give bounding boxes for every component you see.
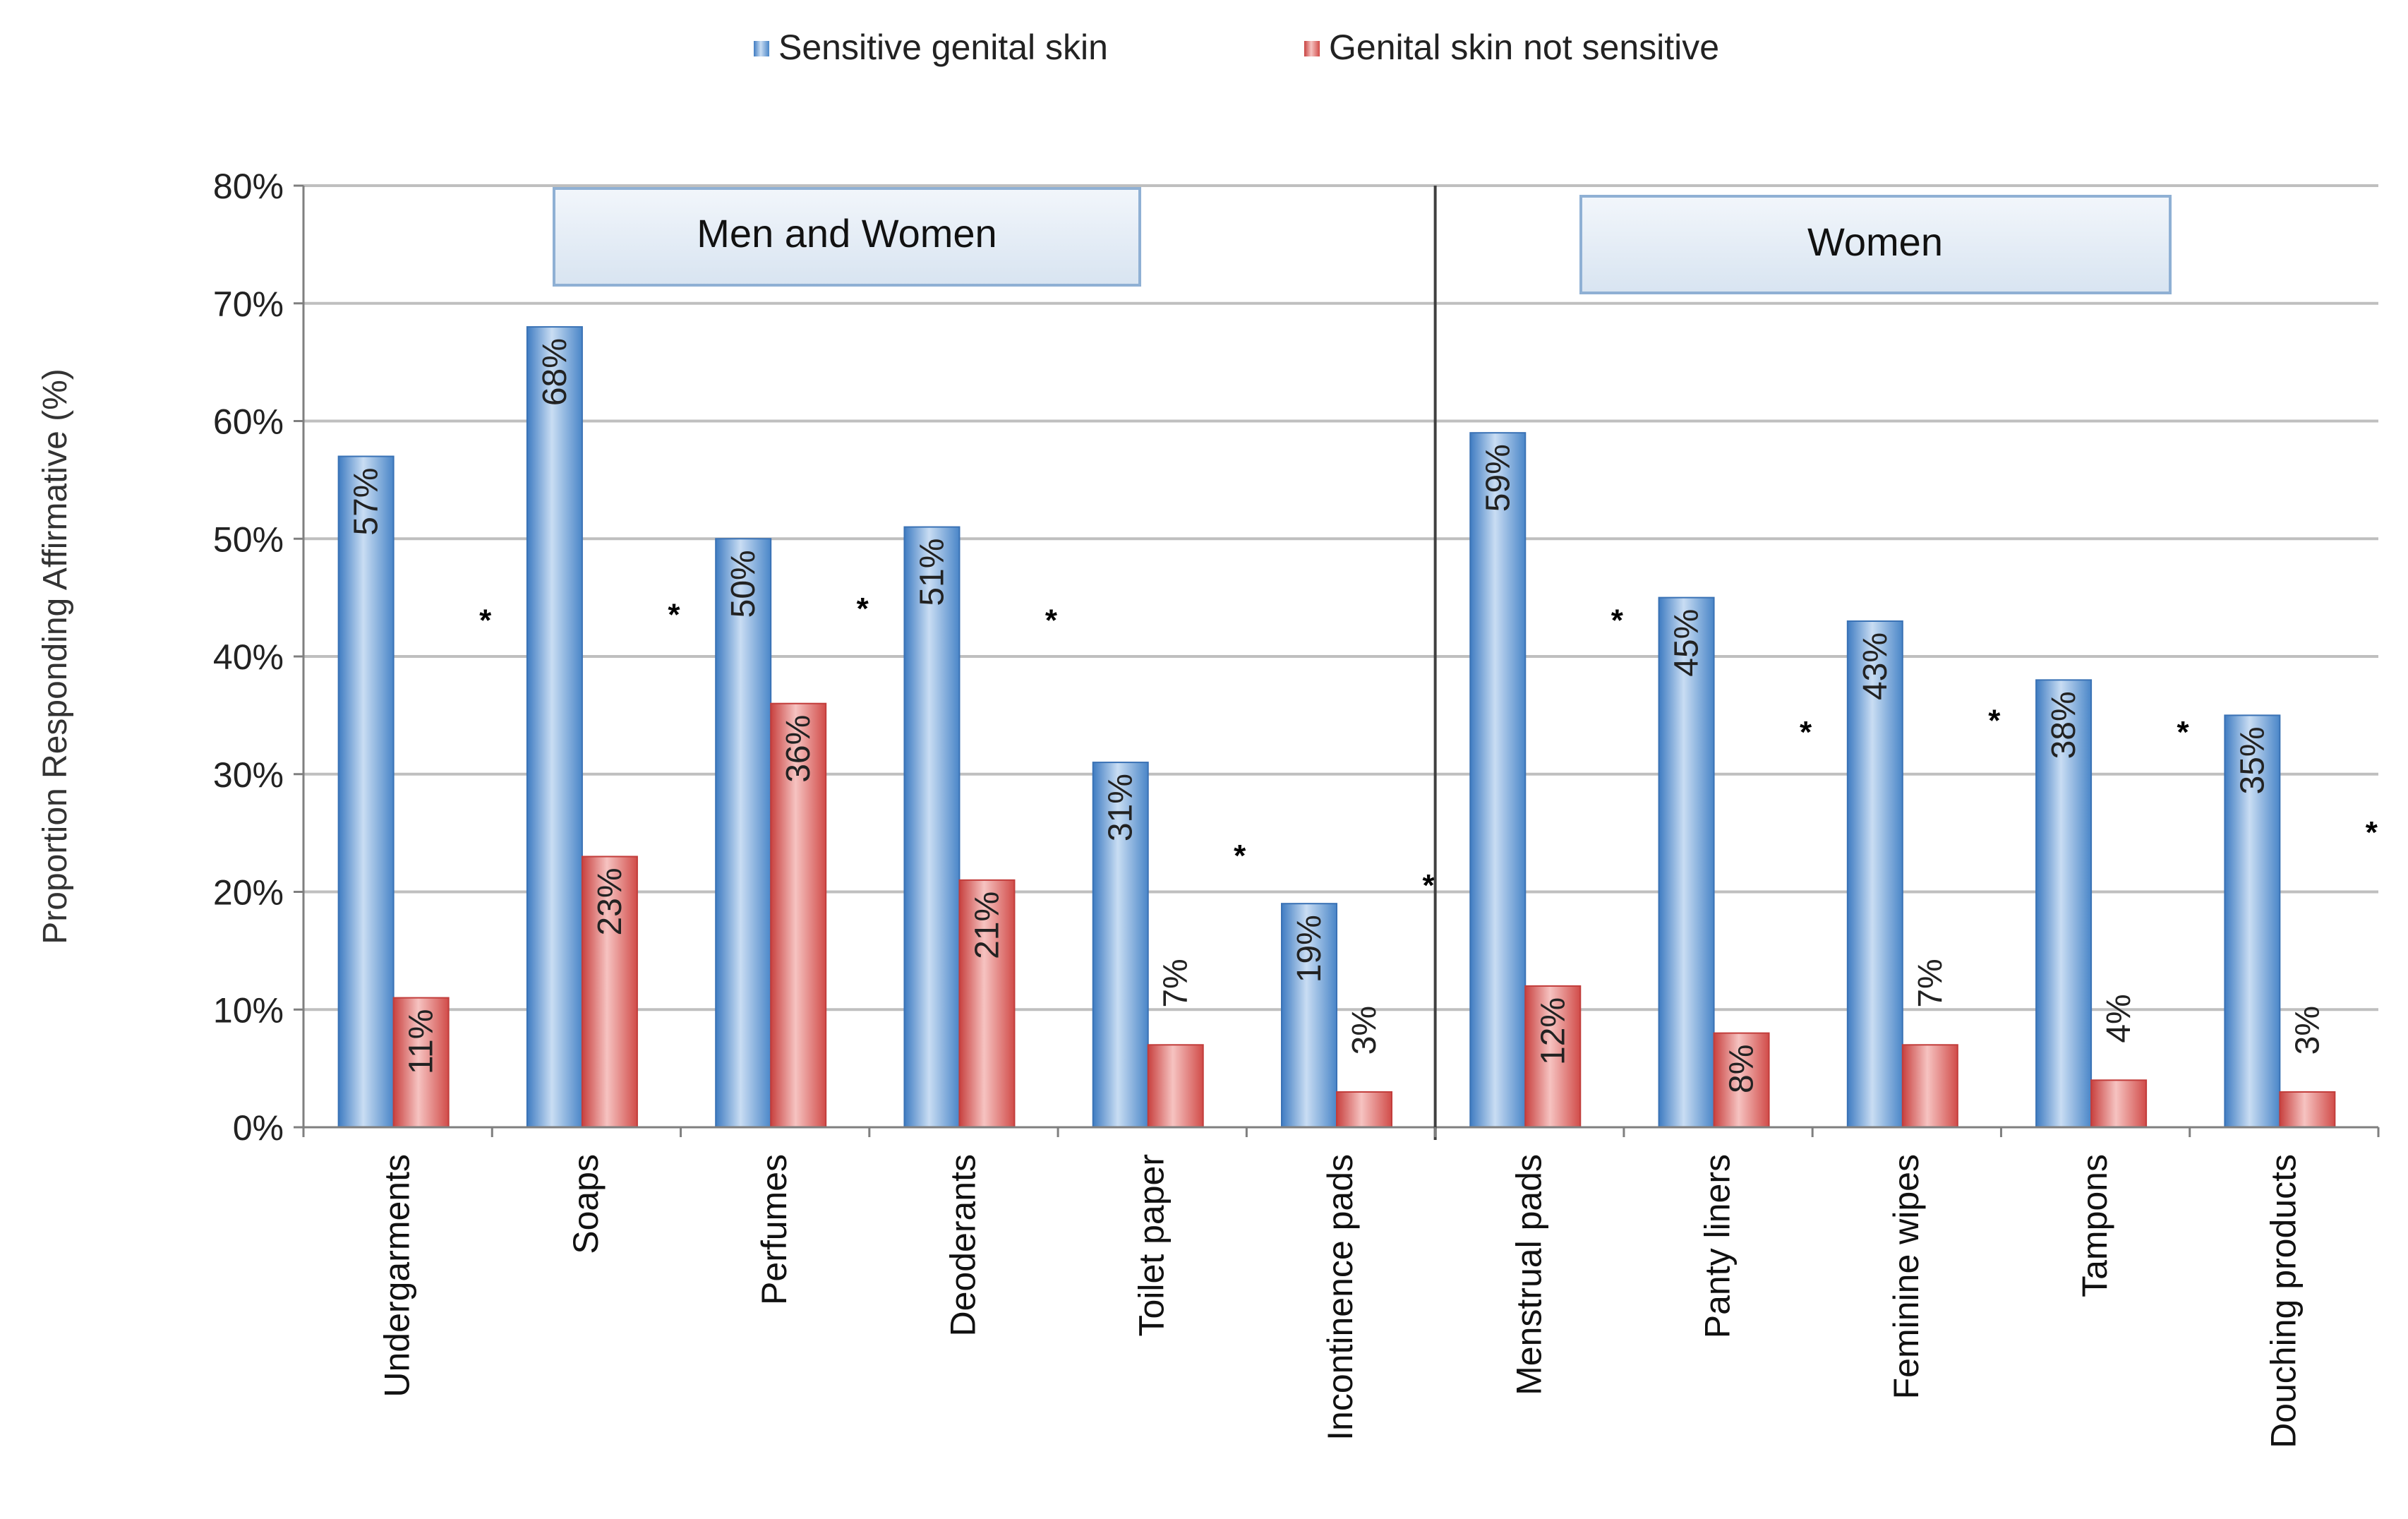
- bar-not-sensitive: [958, 879, 1016, 1128]
- value-label: 19%: [1291, 915, 1328, 983]
- significance-marker: *: [1800, 715, 1812, 750]
- bar-not-sensitive: [1901, 1044, 1958, 1129]
- bar-sensitive: [526, 326, 583, 1129]
- value-label: 7%: [1157, 959, 1195, 1007]
- bar-not-sensitive: [770, 702, 827, 1128]
- group-boxes: Men and Women Women: [553, 187, 2172, 294]
- legend-item-not-sensitive: Genital skin not sensitive: [1304, 28, 1719, 67]
- value-label: 50%: [725, 550, 762, 618]
- bar-not-sensitive: [2279, 1091, 2336, 1128]
- significance-marker: *: [2177, 715, 2190, 750]
- value-label: 21%: [968, 891, 1006, 959]
- y-tick-label: 40%: [213, 637, 284, 677]
- legend: Sensitive genital skin Genital skin not …: [754, 28, 1719, 67]
- bar-sensitive: [337, 455, 395, 1128]
- bar-sensitive: [715, 538, 772, 1128]
- x-axis-labels: Undergarments Soaps Perfumes Deoderants Toil…: [378, 1154, 2304, 1448]
- bar-not-sensitive: [392, 997, 450, 1128]
- x-tick-label: Deoderants: [943, 1154, 982, 1337]
- y-tick-label: 60%: [213, 402, 284, 442]
- significance-marker: *: [857, 592, 869, 626]
- x-tick-label: Feminine wipes: [1886, 1154, 1926, 1399]
- value-label: 12%: [1534, 997, 1572, 1065]
- bar-sensitive: [2035, 679, 2093, 1128]
- group-label-women: Women: [1807, 220, 1943, 264]
- significance-marker: *: [1611, 604, 1624, 638]
- bar-not-sensitive: [1524, 985, 1582, 1129]
- significance-marker: *: [1045, 604, 1058, 638]
- value-label: 43%: [1857, 632, 1894, 700]
- bar-not-sensitive: [2090, 1079, 2148, 1129]
- gridlines: [303, 184, 2378, 1011]
- y-axis-label: Proportion Responding Affirmative (%): [37, 368, 74, 944]
- value-label: 31%: [1102, 774, 1140, 841]
- value-label: 59%: [1479, 444, 1517, 512]
- bar-not-sensitive: [1336, 1091, 1392, 1128]
- significance-marker: *: [2366, 815, 2378, 850]
- significance-marker: *: [479, 604, 492, 638]
- value-label: 11%: [403, 1009, 440, 1075]
- value-label: 8%: [1723, 1045, 1761, 1093]
- value-label: 51%: [913, 539, 951, 606]
- bar-sensitive: [1846, 620, 1903, 1128]
- significance-marker: *: [1234, 839, 1246, 873]
- y-tick-label: 0%: [233, 1108, 284, 1148]
- bar-sensitive: [2224, 714, 2281, 1128]
- group-label-men-and-women: Men and Women: [697, 211, 997, 256]
- significance-marker: *: [1422, 868, 1435, 903]
- legend-label-not-sensitive: Genital skin not sensitive: [1329, 28, 1719, 67]
- value-label: 36%: [780, 715, 817, 783]
- bar-sensitive: [1469, 432, 1527, 1128]
- y-tick-label: 80%: [213, 167, 284, 206]
- significance-markers: * * * * * * * * * * *: [479, 592, 2378, 903]
- legend-swatch-sensitive: [754, 41, 769, 56]
- x-tick-label: Incontinence pads: [1320, 1154, 1360, 1441]
- bar-sensitive: [903, 526, 961, 1128]
- legend-item-sensitive: Sensitive genital skin: [754, 28, 1108, 67]
- y-tick-label: 50%: [213, 520, 284, 559]
- value-label: 3%: [1346, 1006, 1383, 1055]
- value-label: 35%: [2234, 726, 2271, 794]
- group-box-men-and-women: Men and Women: [553, 187, 1141, 287]
- value-labels: 57% 11% 68% 23% 50% 36% 51% 21% 31% 7% 19% 3% 59% 12%…: [348, 338, 2327, 1093]
- value-label: 7%: [1912, 959, 1949, 1007]
- x-tick-label: Panty liners: [1698, 1154, 1738, 1338]
- axes: [302, 186, 2380, 1140]
- legend-swatch-not-sensitive: [1304, 41, 1320, 56]
- x-tick-label: Undergarments: [378, 1154, 417, 1398]
- y-tick-label: 10%: [213, 990, 284, 1030]
- x-tick-label: Perfumes: [754, 1154, 794, 1305]
- bar-sensitive: [1281, 903, 1337, 1129]
- value-label: 38%: [2045, 691, 2083, 759]
- x-tick-label: Toilet paper: [1132, 1154, 1172, 1337]
- x-tick-label: Menstrual pads: [1509, 1154, 1548, 1395]
- group-box-women: Women: [1579, 195, 2172, 294]
- bar-not-sensitive: [1147, 1044, 1204, 1129]
- x-tick-label: Soaps: [566, 1154, 606, 1254]
- value-label: 68%: [536, 338, 574, 406]
- value-label: 3%: [2289, 1006, 2326, 1055]
- x-tick-label: Tampons: [2075, 1154, 2114, 1297]
- y-tick-label: 70%: [213, 284, 284, 324]
- bars: [337, 326, 2336, 1129]
- y-axis-ticks: 0% 10% 20% 30% 40% 50% 60% 70% 80%: [213, 167, 303, 1148]
- bar-not-sensitive: [581, 855, 638, 1128]
- y-tick-label: 20%: [213, 873, 284, 913]
- value-label: 57%: [348, 468, 385, 536]
- value-label: 45%: [1668, 609, 1706, 677]
- value-label: 4%: [2100, 994, 2138, 1043]
- group-box-men-and-women-frame: [553, 187, 1141, 287]
- bar-not-sensitive: [1713, 1032, 1770, 1128]
- x-tick-label: Douching products: [2263, 1154, 2303, 1448]
- significance-marker: *: [668, 597, 680, 632]
- value-label: 23%: [591, 867, 629, 935]
- significance-marker: *: [1988, 703, 2001, 738]
- group-box-women-frame: [1579, 195, 2172, 294]
- bar-sensitive: [1092, 762, 1149, 1128]
- legend-label-sensitive: Sensitive genital skin: [778, 28, 1108, 67]
- y-tick-label: 30%: [213, 755, 284, 795]
